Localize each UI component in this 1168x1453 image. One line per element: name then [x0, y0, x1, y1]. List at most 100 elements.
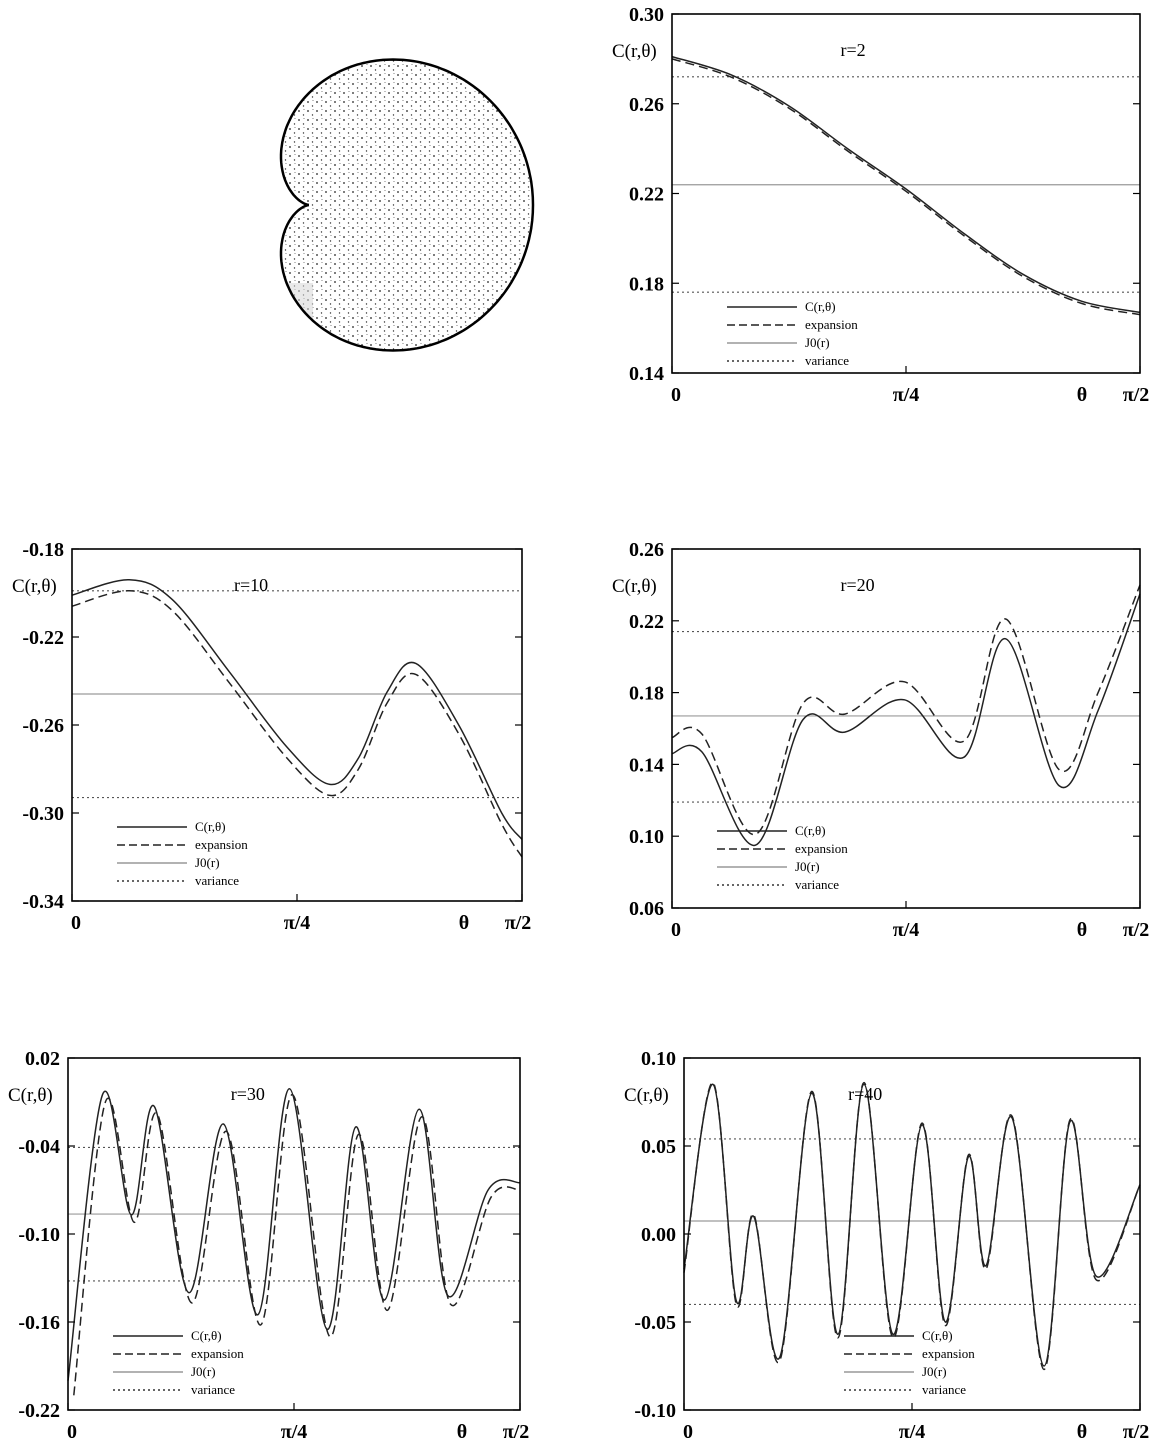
legend-label: expansion	[191, 1346, 244, 1361]
legend: C(r,θ) expansion J0(r) variance	[113, 1328, 244, 1397]
legend-label: expansion	[195, 837, 248, 852]
y-tick-label: 0.22	[629, 611, 664, 633]
y-tick-label: 0.02	[25, 1048, 60, 1070]
y-tick-label: 0.26	[629, 94, 664, 116]
y-tick-label: 0.14	[629, 754, 664, 776]
chart-panel-r20: 0.26 0.22 0.18 0.14 0.10 0.06 0 π/4 π/2 θ C(r,θ) r=…	[612, 539, 1149, 941]
legend-label: C(r,θ)	[795, 823, 826, 838]
correlation-series-line	[671, 55, 1141, 314]
y-tick-label: -0.05	[634, 1312, 676, 1334]
y-tick-label: 0.06	[629, 898, 664, 920]
y-tick-label: -0.30	[22, 803, 64, 825]
legend-label: C(r,θ)	[191, 1328, 222, 1343]
legend-label: J0(r)	[922, 1364, 947, 1379]
y-tick-label: 0.18	[629, 683, 664, 705]
x-tick-label: 0	[671, 384, 681, 406]
chart-panel-r40: 0.10 0.05 0.00 -0.05 -0.10 0 π/4 π/2 θ C(r,θ) r=40…	[624, 1048, 1149, 1443]
chart-panel-r2: 0.30 0.26 0.22 0.18 0.14 0 π/4 π/2 θ C(r,θ) r=2 C(r…	[612, 4, 1149, 406]
panel-label: r=10	[234, 575, 268, 595]
x-tick-label: π/4	[899, 1421, 926, 1443]
y-axis-label: C(r,θ)	[8, 1085, 53, 1106]
x-tick-label: π/2	[1123, 384, 1150, 406]
y-tick-label: 0.00	[641, 1224, 676, 1246]
x-axis-label: θ	[1077, 1421, 1087, 1443]
y-tick-label: -0.34	[22, 891, 64, 913]
legend-label: expansion	[795, 841, 848, 856]
legend: C(r,θ) expansion J0(r) variance	[117, 819, 248, 888]
y-tick-label: 0.30	[629, 4, 664, 26]
panel-label: r=40	[848, 1084, 882, 1104]
y-axis-label: C(r,θ)	[612, 41, 657, 62]
cardioid-outline	[279, 58, 535, 352]
chart-panel-r10: -0.18 -0.22 -0.26 -0.30 -0.34 0 π/4 π/2 θ C(r,θ) r…	[12, 539, 531, 934]
correlation-series-line	[683, 1083, 1141, 1367]
x-tick-label: 0	[683, 1421, 693, 1443]
expansion-series-line	[671, 584, 1141, 836]
expansion-series-line	[73, 1093, 521, 1396]
legend-label: variance	[795, 877, 839, 892]
y-axis-label: C(r,θ)	[624, 1085, 669, 1106]
x-tick-label: π/4	[893, 384, 920, 406]
legend-label: variance	[922, 1382, 966, 1397]
chart-panel-r30: 0.02 -0.04 -0.10 -0.16 -0.22 0 π/4 π/2 θ C(r,θ) r=…	[8, 1048, 529, 1443]
y-tick-label: -0.22	[22, 627, 64, 649]
legend: C(r,θ) expansion J0(r) variance	[844, 1328, 975, 1397]
legend: C(r,θ) expansion J0(r) variance	[727, 299, 858, 368]
panel-label: r=20	[840, 575, 874, 595]
correlation-series-line	[67, 1088, 521, 1381]
x-tick-label: π/2	[1123, 1421, 1150, 1443]
y-tick-label: -0.04	[18, 1136, 60, 1158]
x-axis-label: θ	[457, 1421, 467, 1443]
x-axis-label: θ	[459, 912, 469, 934]
y-tick-label: 0.14	[629, 363, 664, 385]
y-tick-label: 0.10	[629, 826, 664, 848]
y-tick-label: -0.22	[18, 1400, 60, 1422]
y-tick-label: 0.05	[641, 1136, 676, 1158]
x-tick-label: π/2	[503, 1421, 530, 1443]
y-tick-label: -0.26	[22, 715, 64, 737]
y-tick-label: 0.22	[629, 184, 664, 206]
legend-label: J0(r)	[195, 855, 220, 870]
y-tick-label: 0.18	[629, 273, 664, 295]
legend-label: C(r,θ)	[805, 299, 836, 314]
x-tick-label: 0	[67, 1421, 77, 1443]
y-tick-label: 0.10	[641, 1048, 676, 1070]
plot-frame	[67, 1057, 521, 1411]
y-tick-label: -0.18	[22, 539, 64, 561]
y-tick-label: -0.10	[18, 1224, 60, 1246]
legend: C(r,θ) expansion J0(r) variance	[717, 823, 848, 892]
correlation-series-line	[71, 579, 523, 840]
y-tick-label: -0.16	[18, 1312, 60, 1334]
plot-frame	[71, 548, 523, 902]
correlation-series-line	[671, 593, 1141, 846]
plot-frame	[683, 1057, 1141, 1411]
cardioid-region	[281, 59, 533, 351]
cardioid-figure	[279, 58, 535, 352]
y-axis-label: C(r,θ)	[612, 576, 657, 597]
plot-frame	[671, 548, 1141, 909]
legend-label: variance	[191, 1382, 235, 1397]
x-tick-label: π/4	[284, 912, 311, 934]
y-tick-label: -0.10	[634, 1400, 676, 1422]
legend-label: variance	[195, 873, 239, 888]
expansion-series-line	[71, 590, 523, 858]
x-axis-label: θ	[1077, 919, 1087, 941]
x-tick-label: 0	[671, 919, 681, 941]
expansion-series-line	[683, 1081, 1141, 1371]
legend-label: J0(r)	[805, 335, 830, 350]
legend-label: C(r,θ)	[195, 819, 226, 834]
x-axis-label: θ	[1077, 384, 1087, 406]
y-axis-label: C(r,θ)	[12, 576, 57, 597]
cardioid-inset-shade	[281, 283, 313, 351]
legend-label: C(r,θ)	[922, 1328, 953, 1343]
x-tick-label: π/2	[1123, 919, 1150, 941]
legend-label: J0(r)	[795, 859, 820, 874]
plot-frame	[671, 13, 1141, 374]
y-tick-label: 0.26	[629, 539, 664, 561]
legend-label: expansion	[922, 1346, 975, 1361]
legend-label: expansion	[805, 317, 858, 332]
x-tick-label: 0	[71, 912, 81, 934]
x-tick-label: π/2	[505, 912, 532, 934]
panel-label: r=30	[231, 1084, 265, 1104]
